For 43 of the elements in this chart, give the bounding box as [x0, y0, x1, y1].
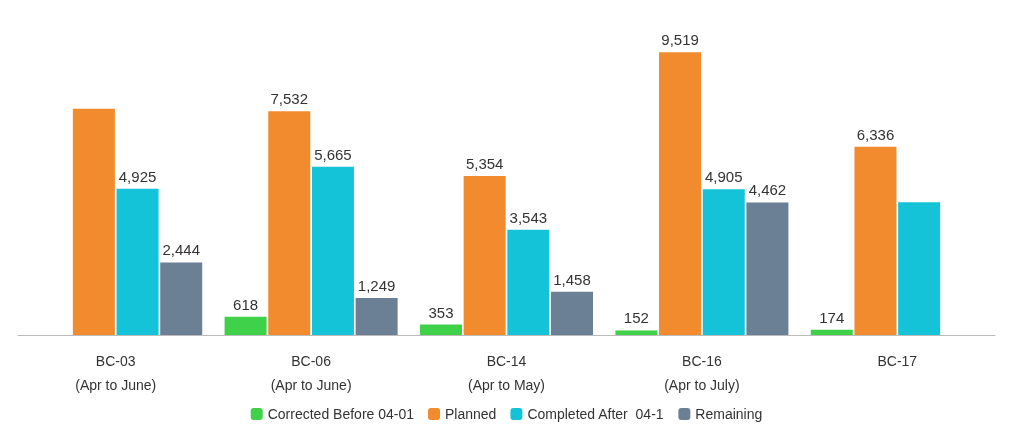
bar — [659, 52, 702, 335]
data-label: 5,354 — [465, 154, 504, 172]
data-label: 7,532 — [270, 90, 309, 108]
data-label: 174 — [819, 308, 845, 326]
bar — [311, 166, 354, 335]
data-label: 2,444 — [162, 241, 200, 259]
bar — [810, 329, 853, 335]
bar — [702, 189, 745, 335]
x-tick-label: BC-03 (Apr to June) — [75, 353, 157, 393]
data-label: 4,462 — [748, 181, 787, 199]
data-label: 5,665 — [314, 145, 352, 163]
x-tick-label: BC-14 (Apr to May) — [467, 353, 546, 393]
data-label: 3,543 — [509, 208, 548, 226]
bar — [463, 175, 506, 335]
data-label: 1,458 — [553, 270, 591, 288]
data-label: 4,905 — [704, 168, 743, 186]
bar — [898, 202, 941, 335]
legend-label: Planned — [445, 406, 497, 422]
data-label: 1,249 — [357, 276, 396, 294]
legend-label: Remaining — [695, 406, 763, 422]
bar — [551, 291, 594, 335]
bar — [224, 316, 267, 335]
data-label: 152 — [623, 309, 649, 327]
data-label: 353 — [428, 303, 454, 321]
bar — [160, 262, 203, 335]
data-label: 618 — [233, 295, 259, 313]
bar — [355, 297, 398, 335]
bar — [507, 229, 550, 335]
data-label: 6,336 — [856, 125, 895, 143]
data-label: 9,519 — [661, 31, 699, 49]
legend-label: Corrected Before 04-01 — [267, 406, 415, 422]
bar — [746, 202, 789, 335]
bar — [854, 146, 897, 335]
x-tick-label: BC-06 (Apr to June) — [270, 353, 352, 393]
data-label: 4,925 — [118, 167, 157, 185]
bar — [268, 111, 311, 335]
x-tick-label: BC-16 (Apr to July) — [664, 353, 740, 393]
bar — [72, 108, 115, 335]
x-tick-label: BC-17 — [877, 353, 918, 369]
legend-label: Completed After 04-1 — [527, 406, 664, 422]
bar — [615, 330, 658, 335]
bar — [419, 324, 462, 335]
bar — [116, 188, 159, 335]
